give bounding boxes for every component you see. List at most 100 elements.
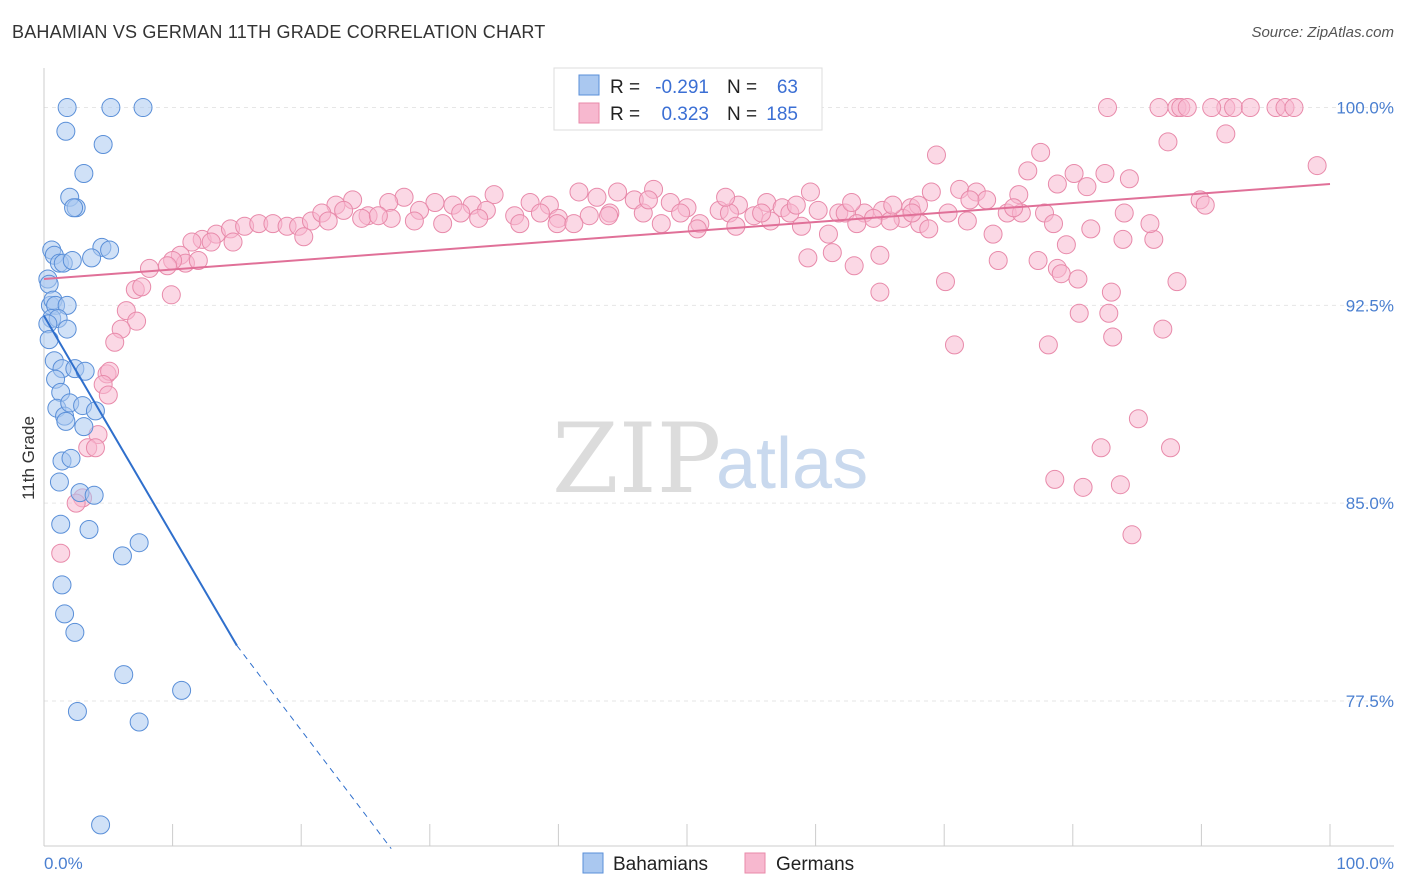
germans-point xyxy=(800,182,820,202)
germans-point xyxy=(161,285,181,305)
germans-point xyxy=(752,203,772,223)
germans-point xyxy=(1103,327,1123,347)
bahamians-point xyxy=(100,240,120,260)
germans-points xyxy=(51,98,1327,563)
germans-point xyxy=(201,232,221,252)
stats-r-label-bahamians: R = xyxy=(610,77,640,98)
bahamians-point xyxy=(62,251,82,271)
germans-point xyxy=(1069,303,1089,323)
germans-point xyxy=(1119,169,1139,189)
germans-point xyxy=(977,190,997,210)
germans-point xyxy=(1284,98,1304,118)
bahamians-point xyxy=(56,121,76,141)
bahamians-point xyxy=(49,472,69,492)
germans-point xyxy=(127,311,147,331)
germans-point xyxy=(1028,251,1048,271)
bahamians-point xyxy=(101,98,121,118)
bahamians-point xyxy=(65,622,85,642)
germans-point xyxy=(1099,303,1119,323)
germans-point xyxy=(318,211,338,231)
x-axis-ticks xyxy=(43,824,1331,846)
germans-point xyxy=(960,190,980,210)
bahamians-point xyxy=(133,98,153,118)
y-tick-label: 92.5% xyxy=(1346,296,1394,315)
stats-n-value-bahamians: 63 xyxy=(777,77,798,98)
germans-point xyxy=(791,216,811,236)
y-tick-label: 77.5% xyxy=(1346,692,1394,711)
germans-point xyxy=(1153,319,1173,339)
stats-r-value-germans: 0.323 xyxy=(661,104,709,125)
bahamians-point xyxy=(56,411,76,431)
bahamians-point xyxy=(57,319,77,339)
germans-point xyxy=(564,214,584,234)
germans-point xyxy=(957,211,977,231)
bahamians-trend-extension xyxy=(236,645,392,849)
y-axis-title: 11th Grade xyxy=(19,416,38,500)
bahamians-point xyxy=(82,248,102,268)
germans-point xyxy=(451,203,471,223)
germans-point xyxy=(847,214,867,234)
germans-point xyxy=(921,182,941,202)
germans-point xyxy=(1073,477,1093,497)
germans-point xyxy=(638,190,658,210)
stats-n-label-germans: N = xyxy=(727,104,757,125)
germans-point xyxy=(1064,163,1084,183)
germans-point xyxy=(1110,475,1130,495)
germans-point xyxy=(935,272,955,292)
germans-point xyxy=(983,224,1003,244)
legend-label-bahamians: Bahamians xyxy=(613,854,708,875)
germans-point xyxy=(1038,335,1058,355)
germans-point xyxy=(902,203,922,223)
source-label: Source: ZipAtlas.com xyxy=(1251,24,1394,41)
germans-point xyxy=(651,214,671,234)
germans-point xyxy=(157,256,177,276)
germans-point xyxy=(1307,156,1327,176)
germans-point xyxy=(988,251,1008,271)
germans-point xyxy=(1114,203,1134,223)
stats-swatch-germans xyxy=(578,102,600,124)
bahamians-point xyxy=(64,198,84,218)
germans-point xyxy=(1149,98,1169,118)
germans-point xyxy=(1045,469,1065,489)
y-tick-label: 100.0% xyxy=(1336,99,1394,118)
germans-point xyxy=(188,251,208,271)
stats-n-label-bahamians: N = xyxy=(727,77,757,98)
germans-point xyxy=(1202,98,1222,118)
germans-point xyxy=(599,206,619,226)
germans-point xyxy=(844,256,864,276)
stats-r-value-bahamians: -0.291 xyxy=(655,77,709,98)
legend-swatch-germans xyxy=(744,852,766,874)
germans-point xyxy=(132,277,152,297)
germans-point xyxy=(294,227,314,247)
bahamians-point xyxy=(93,134,113,154)
germans-point xyxy=(334,200,354,220)
germans-point xyxy=(1161,438,1181,458)
germans-point xyxy=(1140,214,1160,234)
germans-point xyxy=(870,245,890,265)
germans-point xyxy=(818,224,838,244)
germans-point xyxy=(510,214,530,234)
germans-point xyxy=(1044,214,1064,234)
stats-legend: R = -0.291 N = 63 R = 0.323 N = 185 xyxy=(553,67,823,131)
germans-point xyxy=(1031,142,1051,162)
germans-point xyxy=(587,187,607,207)
germans-point xyxy=(579,206,599,226)
germans-point xyxy=(1158,132,1178,152)
germans-point xyxy=(1068,269,1088,289)
germans-point xyxy=(51,543,71,563)
bahamians-point xyxy=(52,575,72,595)
bahamians-points xyxy=(38,98,192,835)
bahamians-point xyxy=(39,330,59,350)
germans-point xyxy=(1081,219,1101,239)
germans-point xyxy=(484,185,504,205)
germans-point xyxy=(1128,409,1148,429)
bahamians-point xyxy=(51,514,71,534)
germans-point xyxy=(1224,98,1244,118)
germans-point xyxy=(1056,235,1076,255)
x-tick-label-min: 0.0% xyxy=(44,854,83,873)
y-tick-labels: 77.5% 85.0% 92.5% 100.0% xyxy=(1336,99,1394,711)
watermark-atlas: atlas xyxy=(716,424,868,504)
germans-point xyxy=(1098,98,1118,118)
germans-point xyxy=(139,258,159,278)
